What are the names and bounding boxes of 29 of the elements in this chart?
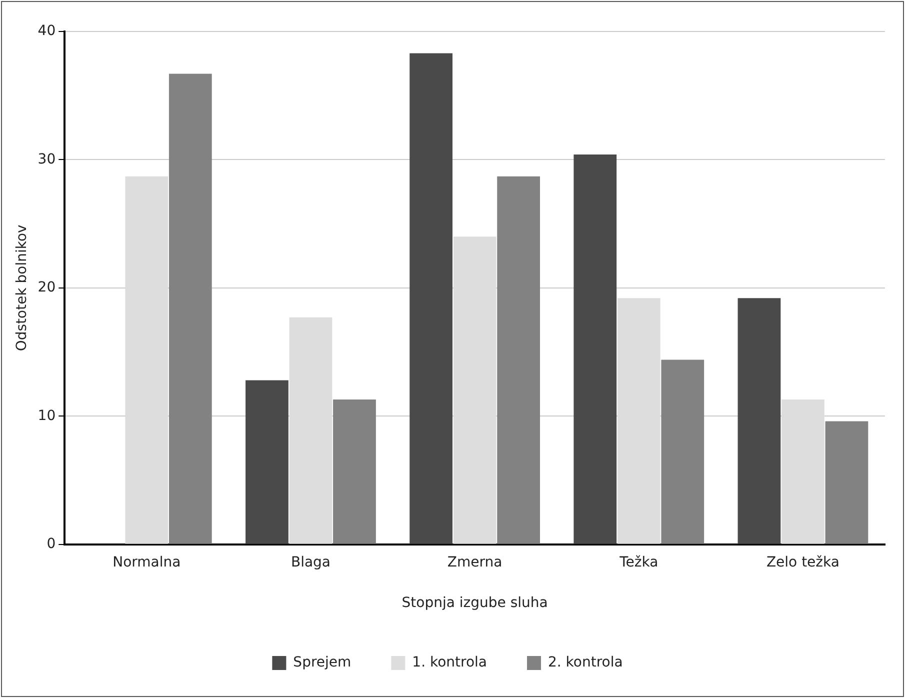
x-tick-label: Normalna bbox=[112, 554, 181, 570]
bar bbox=[497, 176, 540, 544]
bar bbox=[410, 53, 452, 544]
x-tick-label: Zelo težka bbox=[766, 554, 840, 570]
y-tick-label: 20 bbox=[38, 280, 56, 296]
y-tick-label: 10 bbox=[38, 408, 56, 424]
bar bbox=[289, 317, 332, 544]
bar bbox=[782, 399, 824, 544]
y-tick-label: 0 bbox=[46, 536, 56, 552]
bar bbox=[617, 298, 660, 544]
x-tick-label: Blaga bbox=[290, 554, 331, 570]
x-tick-label: Težka bbox=[618, 554, 658, 570]
bar bbox=[574, 154, 617, 544]
legend-label: Sprejem bbox=[293, 654, 352, 671]
y-tick-label: 30 bbox=[38, 151, 56, 168]
bar bbox=[661, 360, 704, 544]
bar bbox=[738, 298, 781, 544]
bar bbox=[825, 421, 868, 544]
bar bbox=[168, 74, 212, 544]
bar bbox=[453, 236, 496, 544]
bar bbox=[125, 176, 168, 544]
x-tick-label: Zmerna bbox=[447, 554, 502, 570]
legend-label: 1. kontrola bbox=[412, 654, 487, 671]
x-axis-title: Stopnja izgube sluha bbox=[402, 595, 548, 612]
y-axis-title: Odstotek bolnikov bbox=[14, 224, 30, 352]
y-tick-label: 40 bbox=[38, 23, 56, 40]
legend-label: 2. kontrola bbox=[548, 654, 623, 671]
bar bbox=[333, 399, 376, 544]
bar bbox=[246, 380, 288, 544]
